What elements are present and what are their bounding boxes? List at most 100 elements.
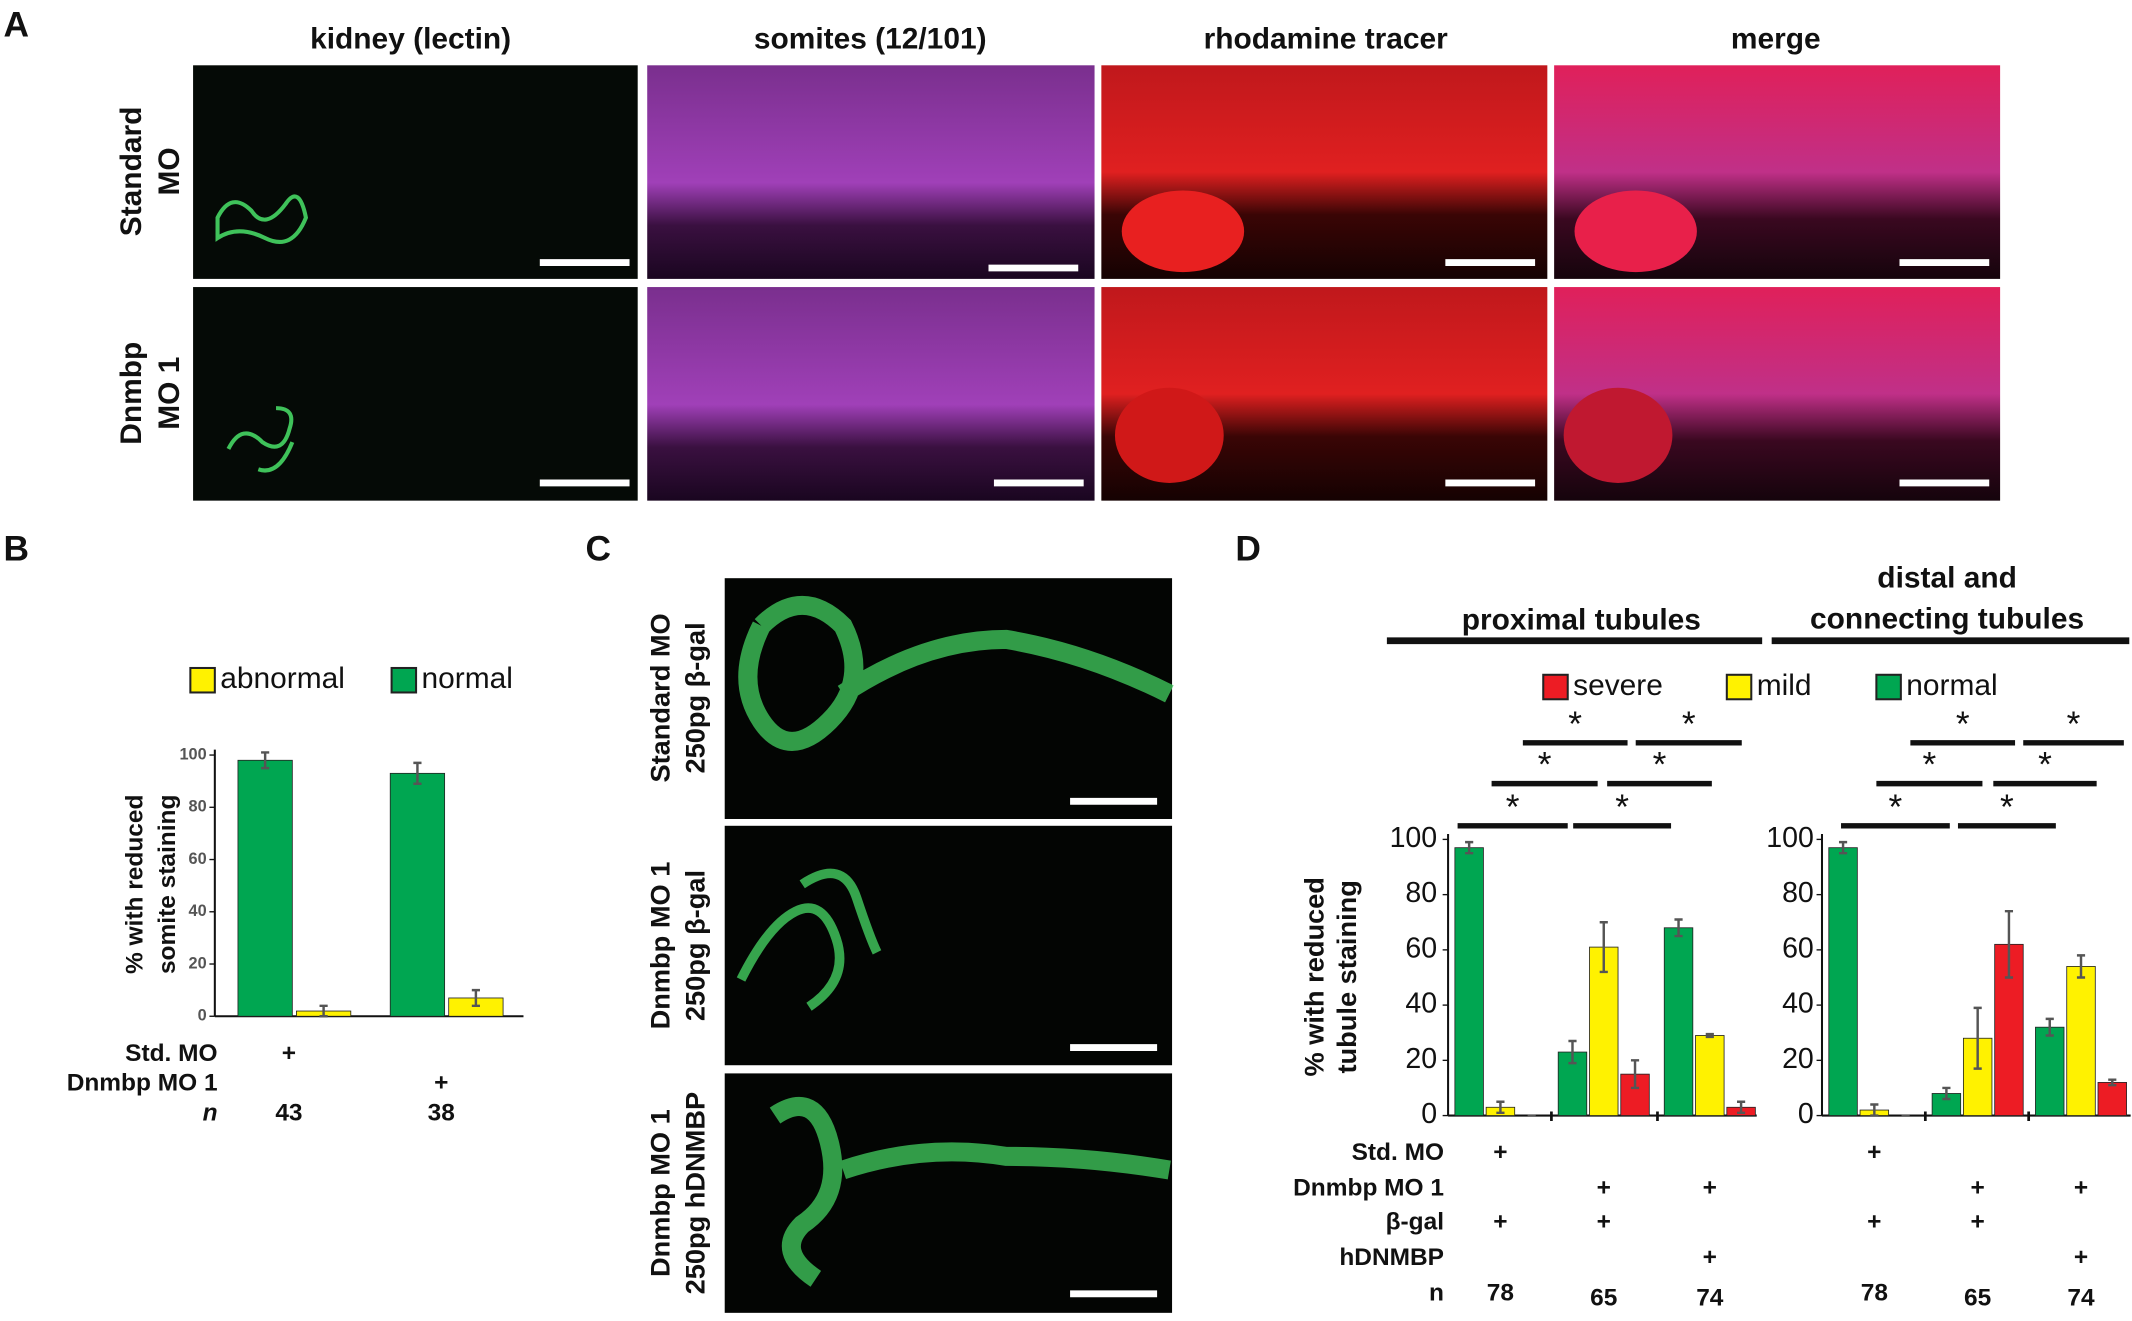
significance-label: * <box>1923 746 1937 785</box>
image-structure <box>215 194 309 244</box>
condition-label: n <box>1429 1279 1444 1306</box>
y-axis-label: somite staining <box>154 795 181 975</box>
significance-label: * <box>1956 705 1970 744</box>
condition-mark: + <box>1867 1209 1881 1236</box>
legend-swatch <box>1542 673 1569 701</box>
y-tick-label: 80 <box>1405 877 1437 909</box>
y-tick-label: 100 <box>1766 822 1814 854</box>
significance-label: * <box>1506 788 1520 827</box>
image <box>647 287 1095 501</box>
image <box>193 287 638 501</box>
column-header: somites (12/101) <box>754 23 987 56</box>
row-label: 250pg β-gal <box>680 622 711 773</box>
condition-label: Std. MO <box>1352 1139 1444 1166</box>
column-header: rhodamine tracer <box>1204 23 1449 56</box>
condition-mark: + <box>1703 1244 1717 1271</box>
condition-label: Std. MO <box>125 1040 217 1067</box>
image-structure <box>738 596 1174 751</box>
panel-label: A <box>4 6 30 45</box>
image <box>647 65 1095 279</box>
n-value: 65 <box>1590 1285 1617 1312</box>
error-bar <box>2108 1078 2117 1087</box>
image <box>724 578 1173 819</box>
condition-mark: + <box>1867 1139 1881 1166</box>
error-bar <box>2004 909 2014 979</box>
column-header: kidney (lectin) <box>310 23 511 56</box>
y-tick-label: 0 <box>1798 1098 1814 1130</box>
legend-swatch <box>1725 673 1753 701</box>
chart-title: proximal tubules <box>1462 604 1701 637</box>
significance-label: * <box>2038 746 2052 785</box>
condition-mark: + <box>434 1070 448 1097</box>
bar <box>1663 927 1694 1116</box>
bar <box>1454 847 1484 1116</box>
n-value: 43 <box>275 1100 302 1127</box>
bar <box>389 772 446 1017</box>
error-bar <box>1973 1006 1982 1070</box>
bar <box>237 759 293 1017</box>
condition-mark: + <box>282 1040 296 1067</box>
chart-title: distal and <box>1877 561 2017 594</box>
row-label: Standard MO <box>644 613 675 782</box>
significance-label: * <box>2067 705 2081 744</box>
legend-swatch <box>189 666 216 694</box>
row-label: 250pg β-gal <box>680 870 711 1021</box>
y-tick-label: 60 <box>1405 932 1437 964</box>
n-value: 65 <box>1964 1285 1991 1312</box>
condition-mark: + <box>2074 1244 2088 1271</box>
condition-label: Dnmbp MO 1 <box>1293 1175 1444 1202</box>
error-bar <box>2045 1017 2054 1037</box>
error-bar <box>2076 954 2086 979</box>
condition-label: β-gal <box>1386 1209 1444 1236</box>
condition-label: n <box>203 1100 218 1127</box>
chart-title: connecting tubules <box>1810 602 2084 635</box>
bar <box>2066 966 2096 1116</box>
n-value: 74 <box>1696 1285 1724 1312</box>
significance-label: * <box>1889 788 1903 827</box>
row-label: Dnmbp MO 1 <box>644 862 675 1030</box>
error-bar <box>319 1004 328 1018</box>
condition-mark: + <box>2074 1175 2088 1202</box>
error-bar <box>1599 921 1608 974</box>
y-tick-label: 80 <box>1782 877 1814 909</box>
n-value: 74 <box>2067 1285 2095 1312</box>
legend-swatch <box>1875 673 1902 701</box>
row-label: MO 1 <box>153 357 186 430</box>
panel-label: D <box>1235 529 1261 568</box>
condition-mark: + <box>1597 1209 1611 1236</box>
image-structure <box>769 1097 1171 1287</box>
n-value: 78 <box>1861 1279 1888 1306</box>
error-bar <box>1838 840 1848 855</box>
condition-label: hDNMBP <box>1339 1244 1444 1271</box>
y-tick-label: 0 <box>198 1007 207 1025</box>
error-bar <box>1568 1039 1577 1065</box>
legend-label: severe <box>1573 669 1663 702</box>
y-axis-label: % with reduced <box>1298 877 1329 1076</box>
condition-mark: + <box>1971 1209 1985 1236</box>
image <box>193 65 638 279</box>
condition-label: Dnmbp MO 1 <box>67 1070 218 1097</box>
legend-label: mild <box>1757 669 1812 702</box>
row-label: 250pg hDNMBP <box>680 1092 711 1294</box>
condition-mark: + <box>1703 1175 1717 1202</box>
error-bar <box>1630 1059 1640 1090</box>
y-tick-label: 60 <box>1782 932 1814 964</box>
condition-mark: + <box>1493 1209 1507 1236</box>
row-label: Dnmbp <box>115 342 148 445</box>
bar <box>2035 1026 2065 1116</box>
condition-mark: + <box>1597 1175 1611 1202</box>
legend-swatch <box>390 666 418 694</box>
y-tick-label: 20 <box>189 954 207 972</box>
image <box>724 825 1173 1066</box>
y-axis-label: tubule staining <box>1331 880 1362 1073</box>
bar <box>1695 1035 1725 1116</box>
error-bar <box>1496 1100 1505 1115</box>
image-structure <box>736 868 882 1011</box>
significance-label: * <box>1615 788 1629 827</box>
y-axis-label: % with reduced <box>121 795 148 975</box>
y-tick-label: 20 <box>1782 1043 1814 1075</box>
bar <box>1557 1051 1588 1116</box>
significance-label: * <box>1538 746 1552 785</box>
y-tick-label: 100 <box>1390 822 1438 854</box>
